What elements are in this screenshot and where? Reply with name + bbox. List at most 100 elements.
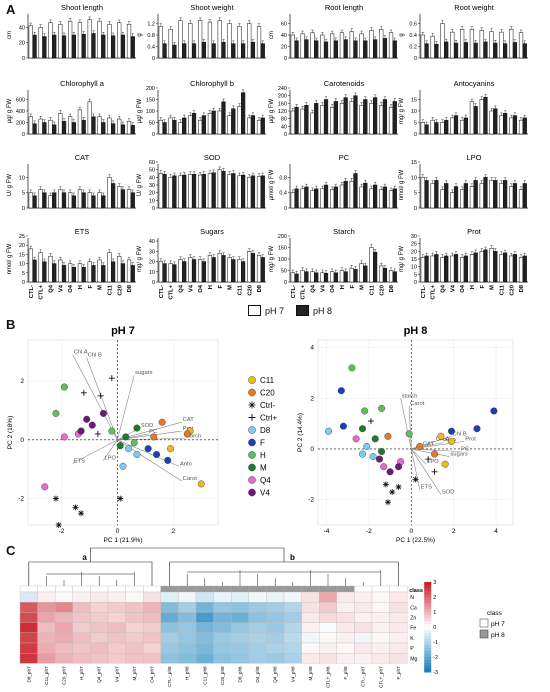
bar-ph8	[434, 43, 439, 59]
bar-chart-lpo: LPO 0 5 10 15 nmol/ g FW	[399, 153, 528, 212]
scale-tick-label: -2	[433, 655, 438, 661]
bar-ph8	[382, 186, 388, 209]
heatmap-cell	[266, 612, 285, 623]
x-tick-label: 4	[494, 528, 498, 535]
bar-ph8	[211, 43, 216, 59]
scale-segment	[424, 654, 432, 658]
x-tick-label: C11	[369, 284, 375, 295]
y-tick-label: 15	[411, 160, 417, 166]
point-d8	[325, 427, 333, 435]
loading-arrow	[408, 405, 412, 449]
bar-ph7	[440, 23, 445, 59]
heatmap-cell	[248, 612, 267, 623]
bar-ph8	[503, 113, 508, 135]
bar-ph7	[158, 119, 163, 135]
bar-ph8	[373, 97, 378, 135]
x-tick-label: CTL+	[39, 284, 45, 299]
point-v4	[83, 415, 91, 423]
column-label: O4_ph7	[150, 666, 155, 683]
heatmap-cell	[143, 642, 161, 654]
loading-arrow	[400, 398, 412, 450]
heatmap-cell	[231, 612, 249, 623]
column-label: M_ph8	[308, 666, 313, 680]
bar-ph8	[333, 186, 338, 209]
bar-ph7	[450, 192, 455, 209]
heatmap-cell	[178, 653, 197, 664]
y-tick-label: 20	[19, 41, 25, 47]
bar-ph7	[379, 105, 384, 135]
bar-ph8	[463, 183, 468, 209]
column-label: H_ph7	[79, 666, 84, 680]
heatmap-cell	[72, 602, 91, 613]
bar-ph8	[91, 195, 96, 209]
bar-ph8	[172, 44, 177, 59]
y-tick-label: 150	[146, 98, 155, 104]
x-tick-label: C11	[237, 284, 243, 295]
heatmap-cell	[371, 632, 390, 644]
heatmap-cell	[213, 591, 232, 603]
bar-ph8	[512, 254, 518, 283]
y-tick-label: 30	[411, 234, 417, 240]
y-axis-label: U/ g FW	[7, 174, 13, 196]
heatmap-cell	[195, 602, 214, 613]
heatmap-cell	[178, 591, 197, 603]
bar-ph8	[522, 255, 527, 283]
bar-ph8	[304, 271, 309, 283]
y-tick-label: 10	[411, 109, 417, 115]
point-d8	[369, 453, 377, 461]
y-tick-label: 40	[149, 239, 155, 245]
x-tick-label: Q4	[441, 284, 447, 293]
column-label: C20_ph7	[62, 666, 67, 685]
bar-ph7	[489, 180, 494, 209]
loading-arrow	[117, 433, 149, 441]
scale-segment	[424, 582, 432, 586]
bar-ph8	[294, 106, 299, 135]
y-tick-label: 200	[16, 121, 25, 127]
bar-ph7	[469, 254, 475, 283]
y-tick-label: 2	[310, 395, 314, 402]
bar-ph7	[359, 33, 364, 59]
scale-tick-label: 0	[433, 625, 436, 631]
y-tick-label: 40	[149, 175, 155, 181]
bar-ph7	[217, 110, 222, 135]
heatmap-cell	[354, 622, 373, 633]
heatmap-cell	[37, 632, 56, 644]
y-tick-label: 5	[22, 191, 25, 197]
y-tick-label: 0.4	[409, 33, 417, 39]
point-c20	[150, 433, 158, 441]
bar-ph7	[430, 183, 435, 209]
heatmap-cell	[266, 622, 285, 633]
bar-ph8	[61, 265, 67, 283]
heatmap-cell	[55, 612, 73, 623]
bar-ph8	[463, 42, 468, 59]
x-tick-label: Q4	[49, 284, 55, 293]
bar-ph7	[48, 195, 53, 209]
bar-ph8	[81, 192, 86, 209]
column-label: CTL+_ph7	[378, 666, 383, 688]
bar-ph7	[168, 177, 173, 209]
bar-ph8	[231, 108, 236, 135]
column-label: V4_ph7	[114, 666, 119, 682]
row-label: Mg	[410, 656, 417, 662]
bar-ph7	[178, 122, 183, 135]
bar-ph7	[107, 24, 112, 59]
y-tick-label: 60	[149, 160, 155, 166]
y-axis-label: g	[399, 33, 405, 36]
x-tick-label: -4	[324, 528, 330, 535]
bar-ph8	[373, 184, 378, 209]
bar-ph7	[227, 257, 232, 283]
heatmap-cell	[389, 622, 408, 633]
bar-ph8	[71, 122, 76, 135]
ph7-label: pH 7	[265, 305, 285, 316]
heatmap-cell	[143, 632, 161, 644]
bar-ph8	[52, 124, 57, 135]
bar-ph7	[509, 29, 514, 59]
bar-chart-shoot-length: Shoot length 0 20 40 cm	[7, 3, 136, 62]
bar-ph8	[444, 119, 449, 135]
x-tick-label: 0	[409, 528, 413, 535]
bar-ph7	[300, 108, 305, 135]
y-axis-label: µg/ g FW	[7, 98, 13, 123]
bar-ph8	[503, 252, 508, 283]
